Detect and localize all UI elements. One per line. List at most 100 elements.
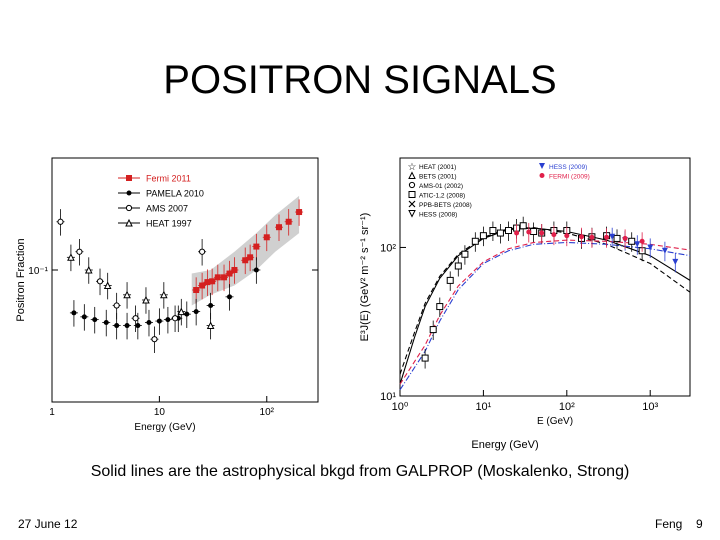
legend-marker [126,175,132,181]
data-point-atic-bets-ams [461,250,469,258]
model-curve-model-red-dashed [399,239,691,385]
model-curve-galprop-model-dashed [399,227,691,375]
x-tick-label: 1 [49,407,55,418]
x-axis-label-secondary: Energy (GeV) [471,439,538,451]
x-tick-label: 10¹ [475,401,491,413]
data-point-pamela-2010 [71,310,77,316]
data-point-fermi-2011 [247,254,254,261]
data-point-fermi-2011 [214,274,221,281]
data-point-pamela-2010 [81,314,87,320]
data-point-fermi-2009 [589,234,595,240]
page-title: POSITRON SIGNALS [163,58,557,102]
data-point-fermi-2011 [193,287,200,294]
footer-author: Feng [655,517,683,531]
legend-marker [125,204,133,212]
legend-marker [539,173,545,178]
legend-label: AMS-01 (2002) [419,183,463,190]
data-point-heat-1997 [103,281,112,290]
data-point-fermi-2011 [285,218,292,225]
legend-label: PPB-BETS (2008) [419,202,472,209]
data-point-fermi-2011 [199,282,206,289]
data-point-atic-bets-ams [436,303,444,311]
plot-frame [399,157,691,397]
legend-marker [125,218,133,227]
data-point-atic-bets-ams [496,229,504,237]
legend-marker: ☆ [408,162,417,173]
data-point-fermi-2011 [263,234,270,241]
data-point-fermi-2009 [639,238,645,244]
data-point-pamela-2010 [114,323,120,329]
data-point-pamela-2010 [124,323,130,329]
data-point-atic-bets-ams [429,326,437,334]
data-point-heat-1997 [177,307,186,316]
data-point-pamela-2010 [165,317,171,323]
data-point-fermi-2011 [276,224,283,231]
data-point-ams-2007 [76,248,83,255]
slide-caption: Solid lines are the astrophysical bkgd f… [90,463,630,480]
legend-label: HESS (2008) [419,212,457,219]
y-axis-label: E³J(E) (GeV² m⁻² s⁻¹ sr⁻¹) [359,213,371,342]
legend-label: FERMI (2009) [549,174,590,181]
x-tick-label: 10 [154,407,166,418]
legend-marker [408,191,416,198]
data-point-fermi-2009 [622,235,628,241]
legend-label: PAMELA 2010 [146,189,204,199]
data-point-pamela-2010 [103,320,109,326]
data-point-ams-2007 [171,315,179,322]
legend-label: ATIC-1,2 (2008) [419,193,465,200]
model-curve-galprop-model-solid [399,227,691,385]
data-point-ams-2007 [132,315,139,322]
data-point-fermi-2011 [226,270,233,277]
legend-label: BETS (2001) [419,174,457,181]
data-point-hess-2009 [647,244,654,251]
data-point-ams-2007 [57,218,64,225]
data-point-pamela-2010 [184,311,190,317]
data-point-hess-2009 [672,258,679,265]
data-point-pamela-2010 [253,267,259,273]
legend-marker [408,200,416,208]
y-tick-label: 10⁻¹ [28,266,48,277]
data-point-heat-1997 [142,295,150,304]
legend-label: Fermi 2011 [146,174,191,184]
data-point-heat-1997 [160,290,168,299]
legend-label: HESS (2009) [549,164,587,171]
data-point-hess-2009 [661,247,668,254]
data-point-pamela-2010 [193,309,199,315]
data-point-atic-bets-ams [628,237,636,245]
data-point-pamela-2010 [135,323,141,329]
data-point-heat-1997 [206,321,215,330]
legend-marker [408,171,416,179]
data-point-ams-2007 [151,336,158,343]
data-point-fermi-2009 [514,230,520,236]
x-tick-label: 10² [559,401,575,413]
data-point-fermi-2009 [551,232,557,238]
data-point-fermi-2011 [209,278,216,285]
data-point-ams-2007 [113,302,120,309]
y-tick-label: 10² [380,242,396,254]
legend-marker [539,163,545,169]
data-point-ams-2007 [199,248,206,255]
y-axis-label: Positron Fraction [15,238,27,321]
plot-frame [51,157,319,403]
data-point-atic-bets-ams [613,234,621,242]
data-point-heat-1997 [84,265,93,274]
x-axis-label: E (GeV) [537,416,573,427]
legend-label: HEAT 1997 [146,219,192,229]
data-point-atic-bets-ams [530,228,538,236]
legend-label: AMS 2007 [146,204,188,214]
model-curve-model-blue-dash-dot [399,241,691,391]
x-tick-label: 10² [260,407,275,418]
footer-date: 27 June 12 [18,517,78,531]
data-point-pamela-2010 [92,317,98,323]
data-point-fermi-2011 [204,279,211,286]
y-tick-label: 10¹ [380,391,396,403]
page-number: 9 [696,517,703,531]
data-point-fermi-2011 [231,266,238,273]
data-point-atic-bets-ams [519,222,527,230]
data-point-hess-2009 [609,233,616,240]
data-point-fermi-2009 [604,234,610,240]
data-point-atic-bets-ams [505,227,513,235]
data-point-pamela-2010 [208,303,214,309]
data-point-fermi-2011 [242,257,249,264]
